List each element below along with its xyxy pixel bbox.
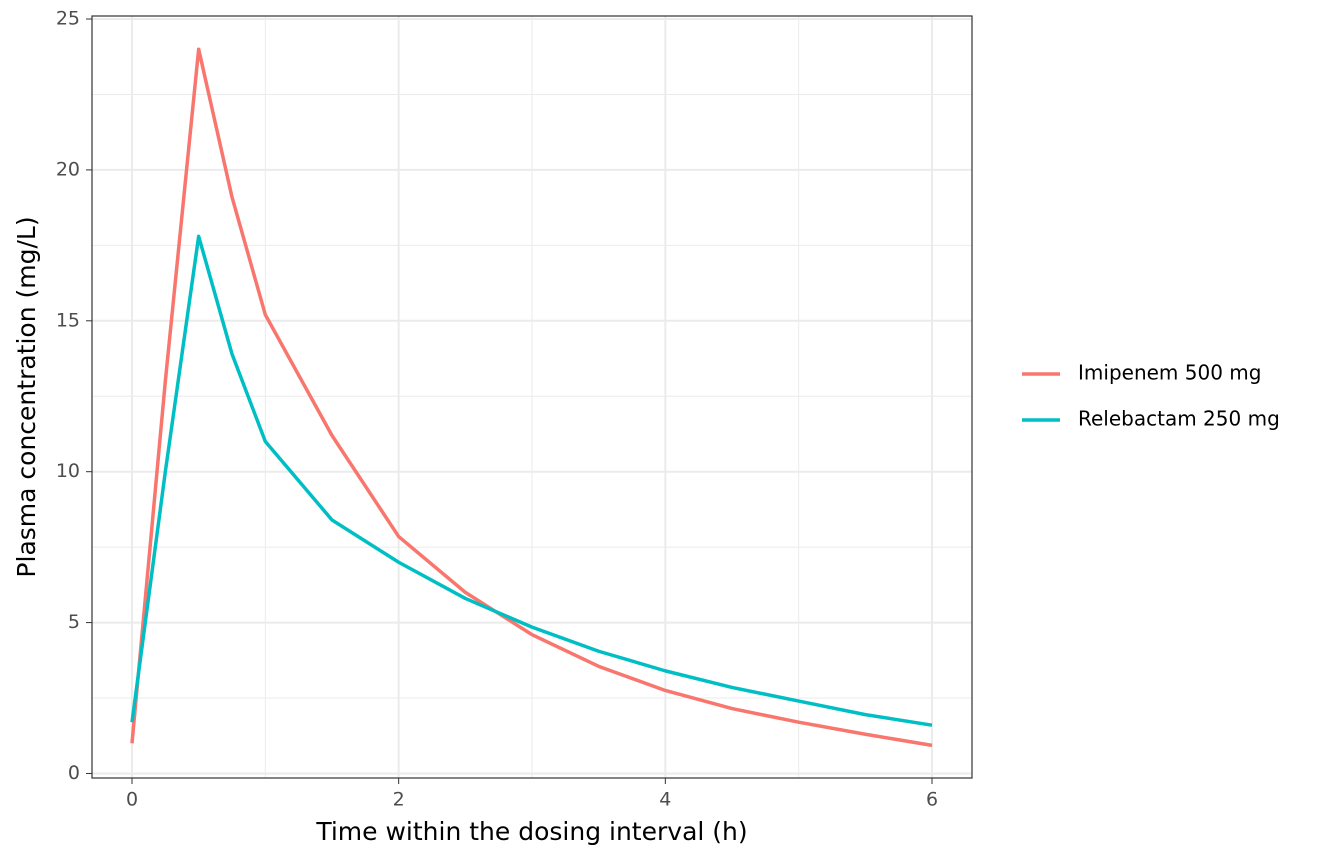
x-tick-label: 4 xyxy=(659,789,671,811)
y-tick-label: 20 xyxy=(56,158,80,180)
x-tick-label: 0 xyxy=(126,789,138,811)
legend-label: Relebactam 250 mg xyxy=(1078,407,1280,431)
y-tick-label: 15 xyxy=(56,309,80,331)
x-axis-title: Time within the dosing interval (h) xyxy=(315,817,747,846)
y-tick-label: 0 xyxy=(68,762,80,784)
x-tick-label: 2 xyxy=(393,789,405,811)
panel-border xyxy=(91,15,973,779)
y-tick-label: 5 xyxy=(68,611,80,633)
x-tick-label: 6 xyxy=(926,789,938,811)
legend-label: Imipenem 500 mg xyxy=(1078,361,1261,385)
line-series xyxy=(130,47,933,748)
y-axis-title: Plasma concentration (mg/L) xyxy=(12,216,41,577)
line-series xyxy=(130,234,933,727)
y-tick-label: 25 xyxy=(56,8,80,30)
y-tick-label: 10 xyxy=(56,460,80,482)
